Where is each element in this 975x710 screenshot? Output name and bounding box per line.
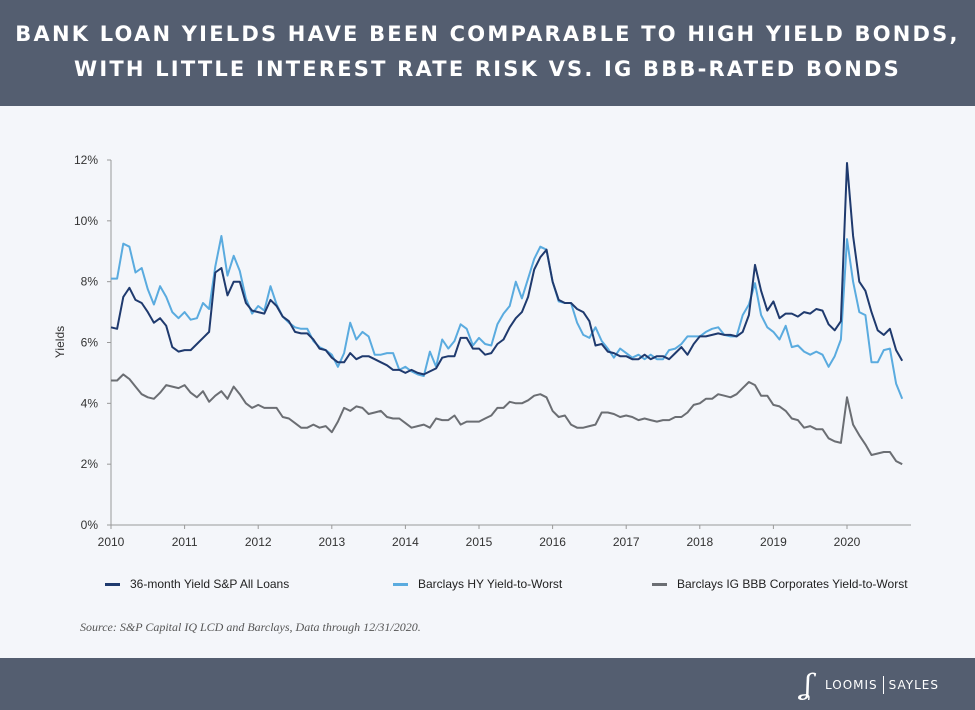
legend-swatch-ig	[652, 582, 667, 586]
y-tick-label: 2%	[81, 457, 99, 471]
loomis-sayles-logo: ʆ LOOMIS SAYLES	[803, 668, 939, 701]
source-note: Source: S&P Capital IQ LCD and Barclays,…	[80, 620, 421, 634]
yield-chart: 0% 2% 4% 6% 8% 10% 12% 2010 2011 2012 2013 2014 2015…	[53, 153, 911, 549]
logo-right: SAYLES	[888, 677, 939, 692]
legend-item-ig: Barclays IG BBB Corporates Yield-to-Wors…	[652, 577, 908, 591]
y-tick-label: 8%	[81, 275, 99, 289]
legend-swatch-loans	[105, 582, 120, 586]
series-line-loans	[110, 162, 904, 376]
x-tick-label: 2012	[245, 535, 272, 549]
x-tick-label: 2015	[466, 535, 493, 549]
footer: ʆ LOOMIS SAYLES	[0, 658, 975, 710]
chart-title: BANK LOAN YIELDS HAVE BEEN COMPARABLE TO…	[0, 0, 975, 106]
y-tick-label: 12%	[74, 153, 98, 167]
x-tick-label: 2014	[392, 535, 419, 549]
x-tick-label: 2016	[539, 535, 566, 549]
y-tick-label: 10%	[74, 214, 98, 228]
x-tick-label: 2013	[318, 535, 345, 549]
y-tick-label: 0%	[81, 518, 99, 532]
series-line-hy	[111, 235, 904, 400]
logo-divider	[882, 675, 884, 694]
x-tick-label: 2011	[172, 535, 198, 549]
x-tick-label: 2010	[98, 535, 125, 549]
title-line-2: WITH LITTLE INTEREST RATE RISK VS. IG BB…	[74, 57, 901, 81]
y-axis-label: Yields	[53, 326, 67, 358]
title-line-1: BANK LOAN YIELDS HAVE BEEN COMPARABLE TO…	[15, 22, 960, 46]
x-tick-label: 2020	[834, 535, 861, 549]
axes: 0% 2% 4% 6% 8% 10% 12% 2010 2011 2012 2013 2014 2015…	[74, 153, 911, 549]
x-tick-label: 2017	[613, 535, 640, 549]
x-tick-label: 2019	[760, 535, 787, 549]
x-tick-label: 2018	[686, 535, 713, 549]
logo-left: LOOMIS	[824, 677, 878, 692]
series-lines	[110, 162, 904, 466]
legend-label-loans: 36-month Yield S&P All Loans	[130, 577, 290, 591]
y-tick-label: 6%	[81, 336, 99, 350]
legend-swatch-hy	[393, 582, 408, 586]
legend-label-hy: Barclays HY Yield-to-Worst	[418, 577, 563, 591]
logo-mark: ʆ	[802, 668, 813, 701]
legend-item-hy: Barclays HY Yield-to-Worst	[393, 577, 562, 591]
series-line-ig	[111, 373, 903, 466]
legend-label-ig: Barclays IG BBB Corporates Yield-to-Wors…	[677, 577, 908, 591]
legend-item-loans: 36-month Yield S&P All Loans	[105, 577, 289, 591]
y-tick-label: 4%	[81, 396, 99, 410]
